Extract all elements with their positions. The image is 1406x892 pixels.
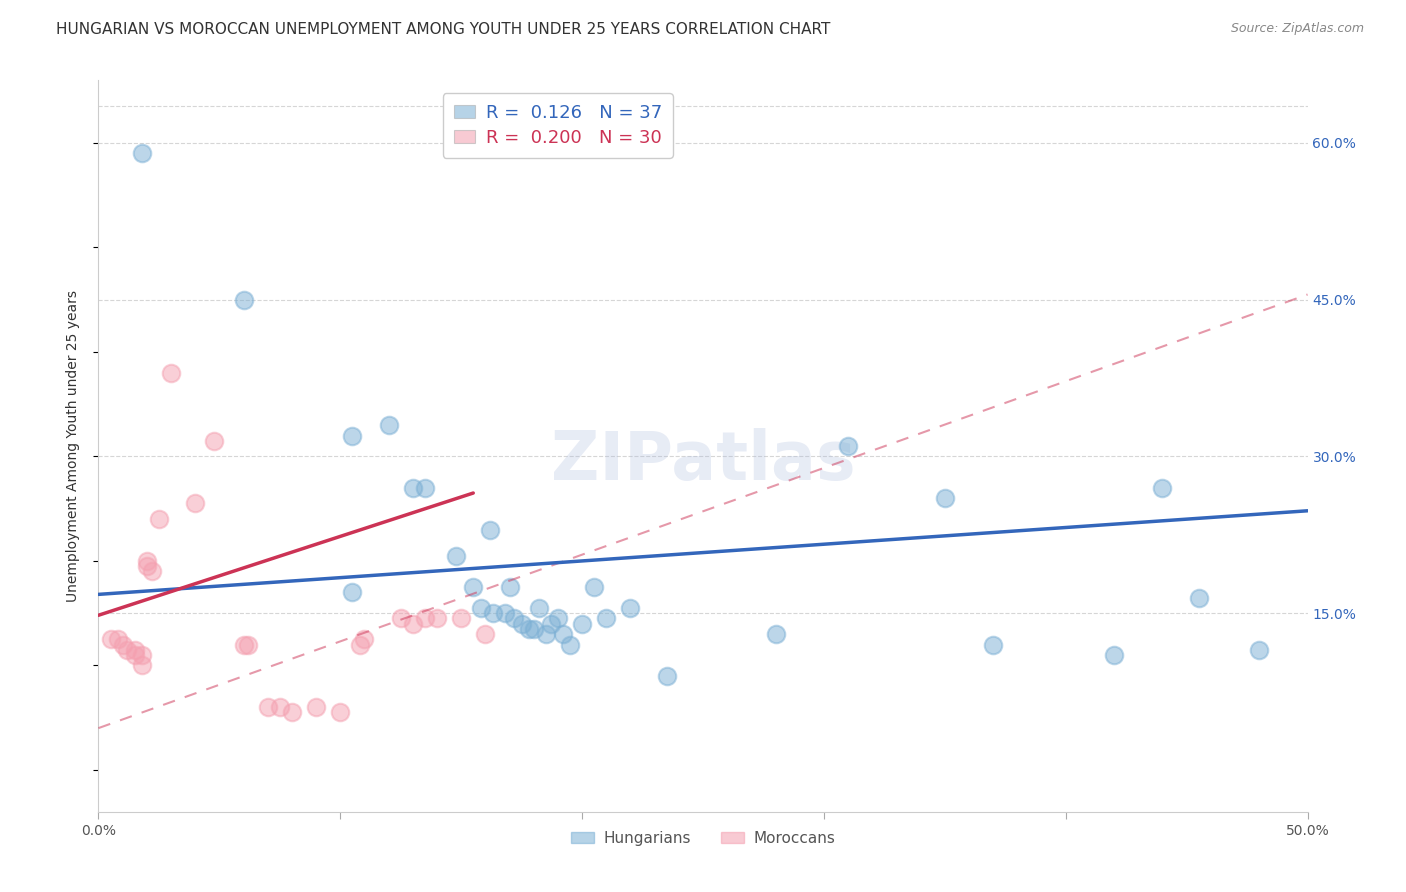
Point bbox=[232, 638, 254, 652]
Point bbox=[160, 366, 183, 380]
Point bbox=[1102, 648, 1125, 662]
Point bbox=[523, 622, 546, 636]
Point bbox=[389, 611, 412, 625]
Point bbox=[281, 706, 304, 720]
Point bbox=[494, 606, 516, 620]
Point bbox=[446, 549, 468, 563]
Point bbox=[510, 616, 533, 631]
Point bbox=[619, 601, 641, 615]
Point bbox=[540, 616, 562, 631]
Point bbox=[124, 642, 146, 657]
Point bbox=[498, 580, 520, 594]
Point bbox=[450, 611, 472, 625]
Point bbox=[595, 611, 617, 625]
Point bbox=[148, 512, 170, 526]
Point bbox=[934, 491, 956, 506]
Y-axis label: Unemployment Among Youth under 25 years: Unemployment Among Youth under 25 years bbox=[66, 290, 80, 602]
Point bbox=[413, 611, 436, 625]
Point bbox=[269, 700, 291, 714]
Point bbox=[402, 481, 425, 495]
Point bbox=[232, 293, 254, 307]
Point bbox=[413, 481, 436, 495]
Point bbox=[256, 700, 278, 714]
Point bbox=[503, 611, 526, 625]
Point bbox=[141, 565, 163, 579]
Point bbox=[135, 559, 157, 574]
Point bbox=[470, 601, 492, 615]
Point bbox=[305, 700, 328, 714]
Point bbox=[117, 642, 139, 657]
Point bbox=[765, 627, 787, 641]
Point bbox=[463, 580, 485, 594]
Point bbox=[527, 601, 550, 615]
Point bbox=[558, 638, 581, 652]
Point bbox=[377, 418, 399, 433]
Legend: Hungarians, Moroccans: Hungarians, Moroccans bbox=[565, 824, 841, 852]
Point bbox=[1188, 591, 1211, 605]
Point bbox=[551, 627, 574, 641]
Point bbox=[111, 638, 134, 652]
Point bbox=[204, 434, 226, 448]
Point bbox=[107, 632, 129, 647]
Text: Source: ZipAtlas.com: Source: ZipAtlas.com bbox=[1230, 22, 1364, 36]
Point bbox=[481, 606, 503, 620]
Point bbox=[571, 616, 593, 631]
Point bbox=[349, 638, 371, 652]
Point bbox=[981, 638, 1004, 652]
Point bbox=[1249, 642, 1271, 657]
Point bbox=[474, 627, 496, 641]
Point bbox=[402, 616, 425, 631]
Point bbox=[131, 648, 153, 662]
Point bbox=[534, 627, 557, 641]
Text: ZIPatlas: ZIPatlas bbox=[551, 427, 855, 493]
Point bbox=[655, 669, 678, 683]
Point bbox=[131, 658, 153, 673]
Point bbox=[583, 580, 606, 594]
Point bbox=[837, 439, 859, 453]
Point bbox=[517, 622, 540, 636]
Point bbox=[184, 496, 207, 510]
Point bbox=[1152, 481, 1174, 495]
Point bbox=[135, 554, 157, 568]
Point bbox=[342, 585, 364, 599]
Text: HUNGARIAN VS MOROCCAN UNEMPLOYMENT AMONG YOUTH UNDER 25 YEARS CORRELATION CHART: HUNGARIAN VS MOROCCAN UNEMPLOYMENT AMONG… bbox=[56, 22, 831, 37]
Point bbox=[100, 632, 122, 647]
Point bbox=[353, 632, 375, 647]
Point bbox=[329, 706, 352, 720]
Point bbox=[426, 611, 449, 625]
Point bbox=[547, 611, 569, 625]
Point bbox=[479, 523, 502, 537]
Point bbox=[238, 638, 260, 652]
Point bbox=[342, 428, 364, 442]
Point bbox=[131, 146, 153, 161]
Point bbox=[124, 648, 146, 662]
